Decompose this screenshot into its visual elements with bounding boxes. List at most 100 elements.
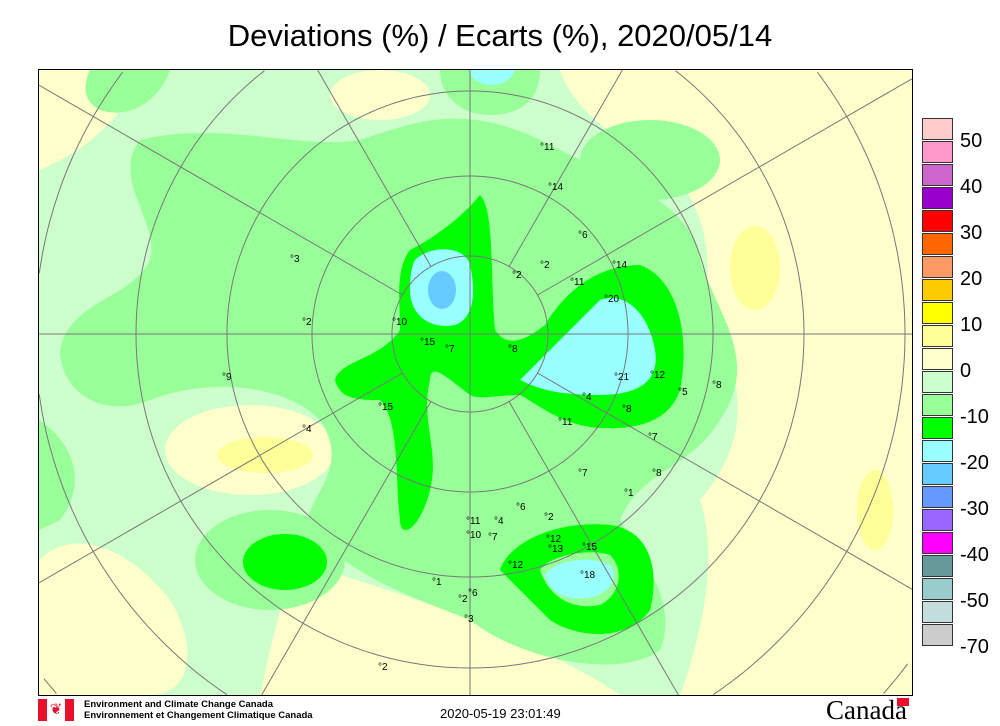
legend-bin [922, 624, 953, 646]
org-name-en: Environment and Climate Change Canada [84, 699, 273, 710]
latitude-circle [135, 70, 805, 669]
org-name-fr: Environnement et Changement Climatique C… [84, 710, 313, 721]
contour-label: °15 [582, 542, 598, 553]
legend-bin [922, 141, 953, 163]
ozone-deviation-map: °11 °14 °6 °2 °2 °11 °14 °20 °21 °12 °5 °8 °4 °7 °15 °1… [38, 69, 913, 696]
contour-label: °6 [516, 502, 526, 513]
graticule [39, 70, 912, 695]
legend-bin [922, 164, 953, 186]
legend-bin [922, 532, 953, 554]
legend-label: -70 [960, 636, 989, 658]
contour-label: °1 [624, 488, 634, 499]
contour-label: °7 [445, 344, 455, 355]
legend-bin [922, 325, 953, 347]
contour-label: °10 [466, 530, 482, 541]
contour-label: °14 [548, 182, 564, 193]
legend-bin [922, 486, 953, 508]
contour-label: °6 [468, 588, 478, 599]
legend-bin [922, 210, 953, 232]
contour-label: °14 [612, 260, 628, 271]
contour-label: °4 [494, 516, 504, 527]
contour-labels: °11°14°6°2°2°11°14°20°21 °12°5°8°4°7°15°1… [222, 142, 722, 673]
contour-label: °3 [290, 254, 300, 265]
contour-label: °11 [540, 142, 555, 153]
contour-label: °7 [578, 468, 588, 479]
legend-bin [922, 302, 953, 324]
legend-label: 30 [960, 222, 983, 244]
legend-label: -30 [960, 498, 989, 520]
meridian-line [39, 84, 403, 296]
legend-bin [922, 371, 953, 393]
timestamp: 2020-05-19 23:01:49 [440, 706, 561, 721]
contour-label: °11 [558, 417, 573, 428]
legend-bin [922, 509, 953, 531]
contour-label: °2 [378, 662, 388, 673]
legend-bin [922, 279, 953, 301]
contour-label: °8 [712, 380, 722, 391]
contour-label: °3 [464, 614, 474, 625]
meridian-line [39, 372, 403, 584]
contour-label: °4 [582, 392, 592, 403]
contour-label: °2 [540, 260, 550, 271]
meridian-line [508, 401, 679, 695]
contour-label: °12 [650, 370, 666, 381]
legend-label: 50 [960, 130, 983, 152]
eccc-signature: ❦ Environment and Climate Change Canada … [38, 699, 313, 721]
contour-label: °21 [614, 372, 630, 383]
legend-bin [922, 118, 953, 140]
contour-label: °9 [222, 372, 232, 383]
contour-label: °15 [378, 402, 394, 413]
meridian-line [508, 70, 623, 267]
meridian-line [261, 401, 432, 695]
legend-label: -40 [960, 544, 989, 566]
contour-label: °10 [392, 317, 408, 328]
contour-label: °20 [604, 294, 620, 305]
contour-label: °7 [648, 432, 658, 443]
contour-label: °8 [622, 404, 632, 415]
meridian-line [537, 372, 912, 590]
canada-flag-icon: ❦ [38, 699, 74, 721]
legend-bin [922, 233, 953, 255]
legend-label: 0 [960, 360, 972, 382]
legend-bin [922, 601, 953, 623]
legend-bin [922, 348, 953, 370]
contour-label: °15 [420, 337, 436, 348]
contour-label: °2 [544, 512, 554, 523]
legend-label: -50 [960, 590, 989, 612]
contour-label: °1 [432, 577, 442, 588]
legend-bin [922, 440, 953, 462]
legend-bin [922, 256, 953, 278]
legend-bin [922, 578, 953, 600]
contour-label: °13 [548, 544, 564, 555]
wordmark-flag-icon [896, 698, 909, 706]
legend-bin [922, 463, 953, 485]
canada-wordmark: Canada [826, 695, 909, 725]
legend-label: 20 [960, 268, 983, 290]
contour-label: °5 [678, 387, 688, 398]
contour-label: °12 [546, 534, 562, 545]
map-canvas: °11°14°6°2°2°11°14°20°21 °12°5°8°4°7°15°1… [39, 70, 912, 695]
contour-label: °8 [508, 344, 518, 355]
contour-label: °7 [488, 532, 498, 543]
latitude-circle [39, 71, 906, 695]
map-title: Deviations (%) / Ecarts (%), 2020/05/14 [227, 18, 773, 53]
legend-label: 10 [960, 314, 983, 336]
contour-minus25-to-minus30 [428, 271, 456, 309]
legend-label: -20 [960, 452, 989, 474]
legend-label: 40 [960, 176, 983, 198]
contour-label: °8 [652, 468, 662, 479]
contour-label: °18 [580, 570, 596, 581]
legend-bin [922, 417, 953, 439]
contour-label: °2 [458, 594, 468, 605]
legend-label: -10 [960, 406, 989, 428]
latitude-circle [43, 663, 909, 694]
legend-bin [922, 394, 953, 416]
contour-label: °2 [512, 270, 522, 281]
contour-label: °6 [578, 230, 588, 241]
meridian-line [317, 70, 432, 267]
contour-label: °11 [466, 516, 481, 527]
contour-label: °4 [302, 424, 312, 435]
meridian-line [537, 78, 912, 296]
contour-label: °2 [302, 317, 312, 328]
legend-bin [922, 555, 953, 577]
